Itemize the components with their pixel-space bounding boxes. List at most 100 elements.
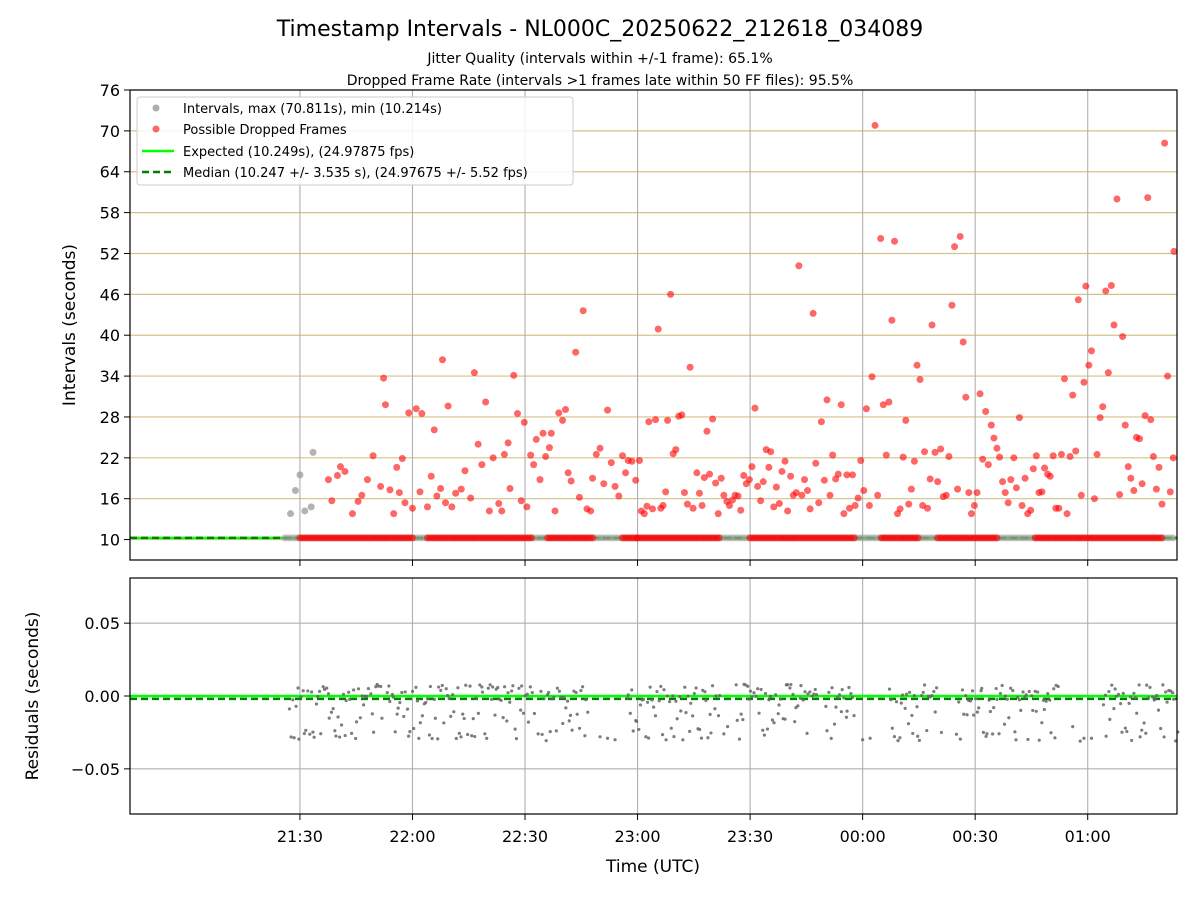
dropped-frame-point: [970, 502, 978, 510]
residual-point: [1120, 730, 1124, 734]
dropped-frame-point: [510, 371, 518, 379]
residual-point: [641, 697, 646, 701]
dropped-frame-point: [1104, 369, 1112, 377]
residual-point: [574, 690, 578, 695]
residual-point: [718, 693, 722, 698]
dropped-frame-point: [348, 510, 356, 518]
residual-point: [418, 721, 422, 725]
residual-point: [665, 694, 669, 698]
residual-point: [669, 726, 673, 730]
residual-point: [1034, 709, 1038, 713]
dropped-frame-point: [1090, 495, 1098, 503]
dropped-frame-point: [358, 491, 366, 499]
dropped-frame-point: [482, 398, 490, 406]
residual-point: [812, 692, 816, 696]
residual-point: [311, 730, 315, 734]
dropped-frame-point: [740, 472, 748, 480]
dropped-frame-point: [498, 507, 506, 515]
dropped-frame-point: [1149, 452, 1157, 460]
residual-point: [988, 709, 992, 714]
residual-point: [1041, 698, 1046, 702]
top-y-axis-label: Intervals (seconds): [60, 244, 80, 406]
dropped-frame-point: [427, 472, 435, 480]
bottom-points: [287, 682, 1180, 743]
residual-point: [899, 701, 903, 705]
residual-point: [528, 685, 532, 689]
dropped-frame-point: [954, 485, 962, 493]
residual-point: [995, 697, 999, 702]
residual-point: [954, 732, 959, 736]
residual-point: [605, 736, 610, 740]
residual-point: [1155, 693, 1159, 698]
dropped-frame-point: [937, 445, 945, 453]
residual-point: [577, 726, 582, 730]
dropped-frame-point: [1055, 504, 1063, 512]
interval-point: [296, 471, 304, 479]
dropped-frame-point: [882, 451, 890, 459]
residual-point: [532, 711, 536, 716]
residual-point: [1173, 739, 1178, 743]
dropped-frame-point: [891, 237, 899, 245]
residual-point: [671, 694, 675, 698]
dropped-frame-point: [1012, 484, 1020, 492]
top-y-tick-label: 22: [100, 449, 120, 468]
dropped-frame-point: [504, 439, 512, 447]
residual-point: [808, 690, 812, 694]
dropped-frame-point: [877, 234, 885, 242]
residual-point: [474, 696, 478, 700]
dropped-frame-point: [530, 461, 538, 469]
residual-point: [805, 731, 809, 735]
residual-point: [433, 716, 437, 720]
residual-point: [774, 693, 778, 697]
dropped-frame-point: [693, 469, 701, 477]
residual-point: [772, 721, 776, 725]
residual-point: [316, 694, 320, 699]
dropped-frame-point: [720, 491, 728, 499]
residual-point: [369, 692, 373, 696]
residual-point: [476, 711, 480, 715]
dropped-frame-point: [523, 503, 531, 511]
dropped-frame-point: [380, 374, 388, 382]
residual-point: [547, 690, 551, 695]
residual-point: [536, 732, 540, 736]
residual-point: [1000, 683, 1004, 688]
residual-point: [1016, 695, 1020, 699]
top-y-tick-label: 40: [100, 326, 120, 345]
residual-point: [793, 720, 797, 724]
dropped-frame-point: [1110, 321, 1118, 329]
residual-point: [659, 684, 663, 689]
dropped-frame-point: [1029, 465, 1037, 473]
residual-point: [958, 737, 962, 741]
residual-point: [750, 695, 754, 699]
residual-point: [734, 683, 738, 687]
residual-point: [508, 700, 512, 704]
residual-point: [1033, 689, 1037, 693]
residual-point: [829, 736, 833, 741]
dropped-frame-point: [398, 455, 406, 463]
residual-point: [974, 697, 978, 701]
residual-point: [561, 721, 565, 726]
top-y-tick-label: 70: [100, 122, 120, 141]
residual-point: [748, 689, 753, 693]
residual-point: [714, 694, 718, 698]
residual-point: [852, 714, 856, 718]
dropped-frame-point: [589, 474, 597, 482]
residual-point: [887, 687, 892, 691]
dropped-frame-point: [965, 489, 973, 497]
dropped-frame-point: [1169, 454, 1177, 462]
residual-point: [387, 684, 391, 688]
residual-point: [767, 698, 771, 702]
dropped-frame-point: [336, 463, 344, 471]
residual-point: [331, 707, 335, 711]
residual-point: [798, 696, 802, 700]
residual-point: [708, 712, 712, 716]
residual-point: [1027, 689, 1031, 694]
dropped-frame-point: [945, 452, 953, 460]
dropped-frame-point: [441, 499, 449, 507]
residual-point: [1046, 691, 1050, 696]
dropped-frame-point: [976, 390, 984, 398]
residual-point: [785, 682, 790, 687]
residual-point: [499, 698, 503, 702]
residual-point: [662, 688, 666, 692]
